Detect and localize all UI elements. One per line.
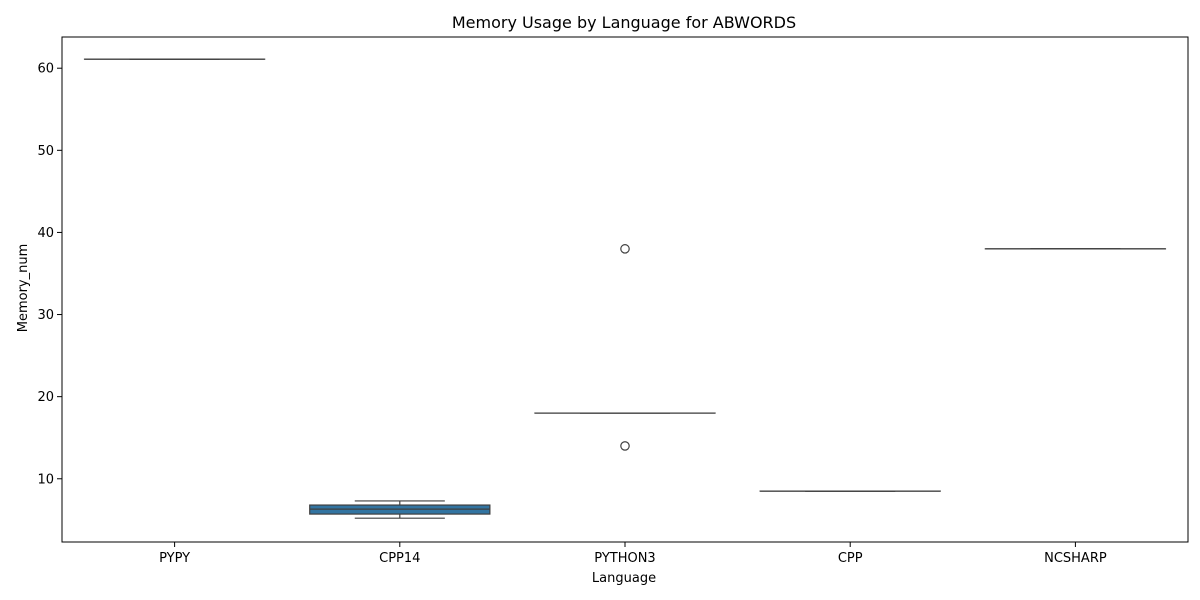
y-tick-label: 20: [37, 390, 54, 405]
plot-marks: [83, 58, 1167, 519]
outlier-point: [620, 441, 630, 451]
y-axis-label: Memory_num: [16, 244, 31, 333]
y-tick-label: 30: [37, 308, 54, 323]
y-axis: 10 20 30 40 50 60: [37, 62, 62, 487]
chart-title: Memory Usage by Language for ABWORDS: [452, 13, 796, 32]
x-tick-label: NCSHARP: [1044, 551, 1107, 566]
x-tick-label: CPP14: [379, 551, 420, 566]
outlier-point: [620, 244, 630, 254]
y-tick-label: 60: [37, 62, 54, 77]
x-tick-label: PYPY: [159, 551, 190, 566]
x-tick-label: CPP: [838, 551, 863, 566]
box-group-python3: [534, 244, 716, 451]
y-tick-label: 40: [37, 226, 54, 241]
x-axis: PYPY CPP14 PYTHON3 CPP NCSHARP: [159, 542, 1107, 566]
y-tick-label: 50: [37, 144, 54, 159]
plot-frame: [61, 36, 1189, 543]
y-tick-label: 10: [37, 472, 54, 487]
box-group-cpp14: [309, 500, 491, 519]
x-tick-label: PYTHON3: [594, 551, 655, 566]
x-axis-label: Language: [592, 571, 656, 586]
